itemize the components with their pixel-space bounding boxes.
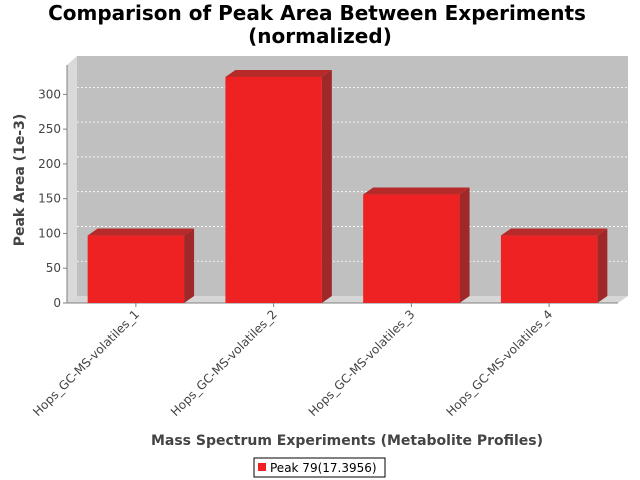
bar-front xyxy=(87,235,185,303)
y-tick-label: 100 xyxy=(38,226,61,240)
plot-side-wall xyxy=(67,56,77,303)
y-axis-label: Peak Area (1e-3) xyxy=(12,114,28,247)
bar xyxy=(500,228,608,303)
bar xyxy=(363,187,470,303)
chart-title-line2: (normalized) xyxy=(248,24,392,48)
bar-top xyxy=(500,228,608,236)
legend: Peak 79(17.3956) xyxy=(253,457,386,478)
bar-top xyxy=(225,69,332,77)
bar-side xyxy=(321,69,332,304)
bars xyxy=(87,69,608,304)
x-tick-label: Hops_GC-MS-volatiles_4 xyxy=(444,307,556,419)
bar-front xyxy=(363,194,460,303)
legend-label: Peak 79(17.3956) xyxy=(270,461,377,475)
y-tick-label: 0 xyxy=(53,296,61,310)
legend-box xyxy=(253,457,386,478)
y-axis-ticks: 0 50 100 150 200 250 300 xyxy=(38,87,67,310)
x-tick-label: Hops_GC-MS-volatiles_1 xyxy=(30,307,142,419)
bar-front xyxy=(500,235,598,303)
x-tick-label: Hops_GC-MS-volatiles_2 xyxy=(168,307,280,419)
bar-side xyxy=(597,228,608,303)
x-tick-label: Hops_GC-MS-volatiles_3 xyxy=(306,307,418,419)
x-axis-ticks: Hops_GC-MS-volatiles_1 Hops_GC-MS-volatil… xyxy=(30,303,555,419)
bar-side xyxy=(459,187,470,303)
y-tick-label: 250 xyxy=(38,122,61,136)
bar-side xyxy=(184,228,195,303)
bar-top xyxy=(363,187,470,195)
y-tick-label: 50 xyxy=(46,261,61,275)
bar xyxy=(87,228,195,303)
bar xyxy=(225,69,332,304)
y-tick-label: 300 xyxy=(38,87,61,101)
chart-title-line1: Comparison of Peak Area Between Experime… xyxy=(48,1,586,25)
bar-front xyxy=(225,76,322,304)
y-tick-label: 150 xyxy=(38,192,61,206)
x-axis-label: Mass Spectrum Experiments (Metabolite Pr… xyxy=(151,433,543,449)
plot-floor xyxy=(67,296,628,303)
legend-swatch xyxy=(258,463,266,471)
bar-top xyxy=(87,228,195,236)
y-tick-label: 200 xyxy=(38,157,61,171)
